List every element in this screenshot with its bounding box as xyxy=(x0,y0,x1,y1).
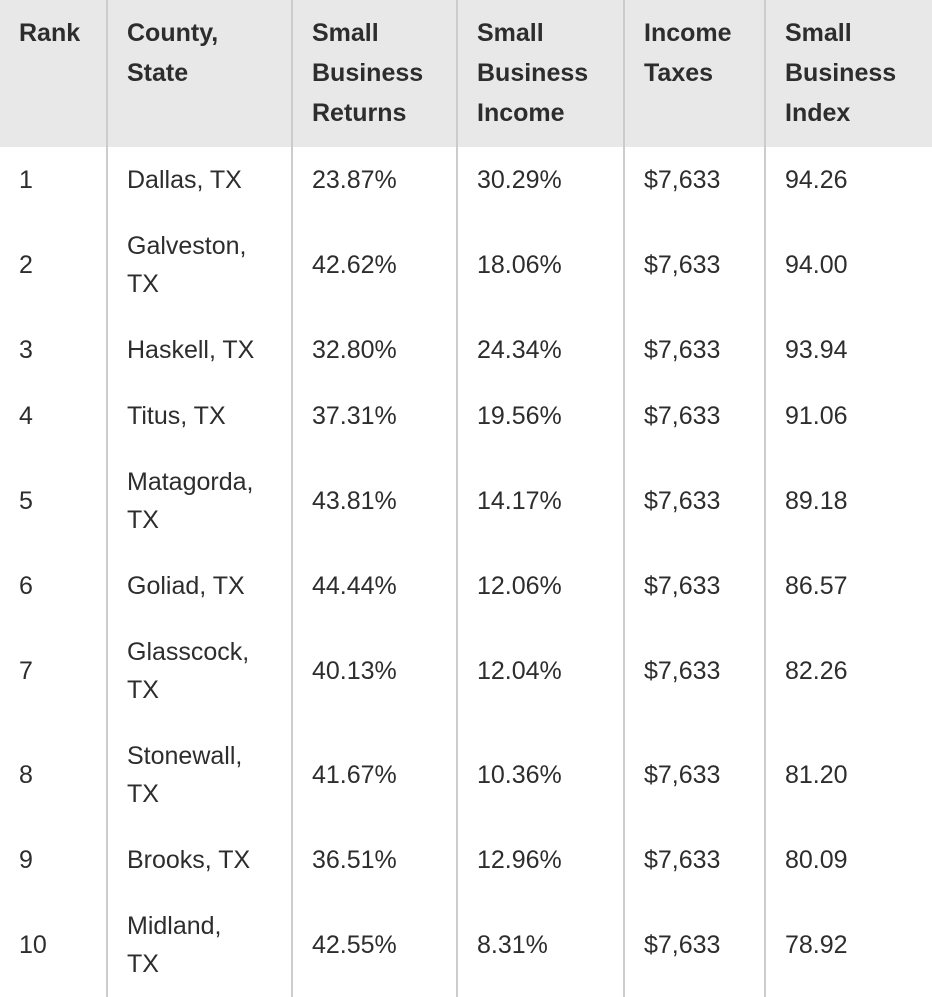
table-row: 7 Glasscock, TX 40.13% 12.04% $7,633 82.… xyxy=(0,619,932,723)
small-business-income-cell: 12.06% xyxy=(456,553,624,619)
column-header-county-state: County, State xyxy=(106,0,292,147)
rank-cell: 3 xyxy=(0,317,107,383)
table-row: 3 Haskell, TX 32.80% 24.34% $7,633 93.94 xyxy=(0,317,932,383)
column-header-rank: Rank xyxy=(0,0,107,147)
table-row: 1 Dallas, TX 23.87% 30.29% $7,633 94.26 xyxy=(0,147,932,213)
rank-cell: 7 xyxy=(0,619,107,723)
small-business-income-cell: 14.17% xyxy=(456,449,624,553)
rank-cell: 2 xyxy=(0,213,107,317)
county-state-cell: Matagorda, TX xyxy=(106,449,292,553)
small-business-index-cell: 80.09 xyxy=(764,827,932,893)
table-row: 9 Brooks, TX 36.51% 12.96% $7,633 80.09 xyxy=(0,827,932,893)
small-business-returns-cell: 44.44% xyxy=(291,553,457,619)
table-body: 1 Dallas, TX 23.87% 30.29% $7,633 94.26 … xyxy=(0,147,932,997)
small-business-index-cell: 94.26 xyxy=(764,147,932,213)
small-business-returns-cell: 36.51% xyxy=(291,827,457,893)
small-business-income-cell: 24.34% xyxy=(456,317,624,383)
county-state-cell: Dallas, TX xyxy=(106,147,292,213)
county-state-cell: Glasscock, TX xyxy=(106,619,292,723)
small-business-income-cell: 12.04% xyxy=(456,619,624,723)
county-state-cell: Galveston, TX xyxy=(106,213,292,317)
column-header-small-business-income: Small Business Income xyxy=(456,0,624,147)
small-business-index-cell: 94.00 xyxy=(764,213,932,317)
small-business-income-cell: 8.31% xyxy=(456,893,624,997)
table-row: 10 Midland, TX 42.55% 8.31% $7,633 78.92 xyxy=(0,893,932,997)
small-business-returns-cell: 41.67% xyxy=(291,723,457,827)
county-state-cell: Stonewall, TX xyxy=(106,723,292,827)
header-row: Rank County, State Small Business Return… xyxy=(0,0,932,147)
income-taxes-cell: $7,633 xyxy=(623,383,765,449)
income-taxes-cell: $7,633 xyxy=(623,619,765,723)
income-taxes-cell: $7,633 xyxy=(623,553,765,619)
small-business-returns-cell: 40.13% xyxy=(291,619,457,723)
small-business-index-cell: 89.18 xyxy=(764,449,932,553)
small-business-index-cell: 86.57 xyxy=(764,553,932,619)
small-business-income-cell: 12.96% xyxy=(456,827,624,893)
county-state-cell: Titus, TX xyxy=(106,383,292,449)
rank-cell: 8 xyxy=(0,723,107,827)
income-taxes-cell: $7,633 xyxy=(623,827,765,893)
county-state-cell: Brooks, TX xyxy=(106,827,292,893)
income-taxes-cell: $7,633 xyxy=(623,147,765,213)
small-business-index-cell: 81.20 xyxy=(764,723,932,827)
rank-cell: 10 xyxy=(0,893,107,997)
small-business-index-cell: 78.92 xyxy=(764,893,932,997)
table-row: 2 Galveston, TX 42.62% 18.06% $7,633 94.… xyxy=(0,213,932,317)
table-row: 8 Stonewall, TX 41.67% 10.36% $7,633 81.… xyxy=(0,723,932,827)
income-taxes-cell: $7,633 xyxy=(623,723,765,827)
small-business-income-cell: 30.29% xyxy=(456,147,624,213)
rank-cell: 5 xyxy=(0,449,107,553)
small-business-income-cell: 19.56% xyxy=(456,383,624,449)
income-taxes-cell: $7,633 xyxy=(623,893,765,997)
small-business-income-cell: 18.06% xyxy=(456,213,624,317)
table-header: Rank County, State Small Business Return… xyxy=(0,0,932,147)
small-business-returns-cell: 42.62% xyxy=(291,213,457,317)
small-business-returns-cell: 43.81% xyxy=(291,449,457,553)
income-taxes-cell: $7,633 xyxy=(623,317,765,383)
small-business-income-cell: 10.36% xyxy=(456,723,624,827)
rank-cell: 6 xyxy=(0,553,107,619)
small-business-returns-cell: 23.87% xyxy=(291,147,457,213)
county-state-cell: Midland, TX xyxy=(106,893,292,997)
small-business-index-cell: 93.94 xyxy=(764,317,932,383)
small-business-returns-cell: 42.55% xyxy=(291,893,457,997)
county-state-cell: Goliad, TX xyxy=(106,553,292,619)
small-business-index-cell: 82.26 xyxy=(764,619,932,723)
small-business-returns-cell: 32.80% xyxy=(291,317,457,383)
county-state-cell: Haskell, TX xyxy=(106,317,292,383)
column-header-income-taxes: Income Taxes xyxy=(623,0,765,147)
small-business-returns-cell: 37.31% xyxy=(291,383,457,449)
table-row: 4 Titus, TX 37.31% 19.56% $7,633 91.06 xyxy=(0,383,932,449)
column-header-small-business-returns: Small Business Returns xyxy=(291,0,457,147)
income-taxes-cell: $7,633 xyxy=(623,449,765,553)
rank-cell: 4 xyxy=(0,383,107,449)
rank-cell: 9 xyxy=(0,827,107,893)
table-row: 5 Matagorda, TX 43.81% 14.17% $7,633 89.… xyxy=(0,449,932,553)
table-row: 6 Goliad, TX 44.44% 12.06% $7,633 86.57 xyxy=(0,553,932,619)
income-taxes-cell: $7,633 xyxy=(623,213,765,317)
column-header-small-business-index: Small Business Index xyxy=(764,0,932,147)
small-business-index-cell: 91.06 xyxy=(764,383,932,449)
rank-cell: 1 xyxy=(0,147,107,213)
